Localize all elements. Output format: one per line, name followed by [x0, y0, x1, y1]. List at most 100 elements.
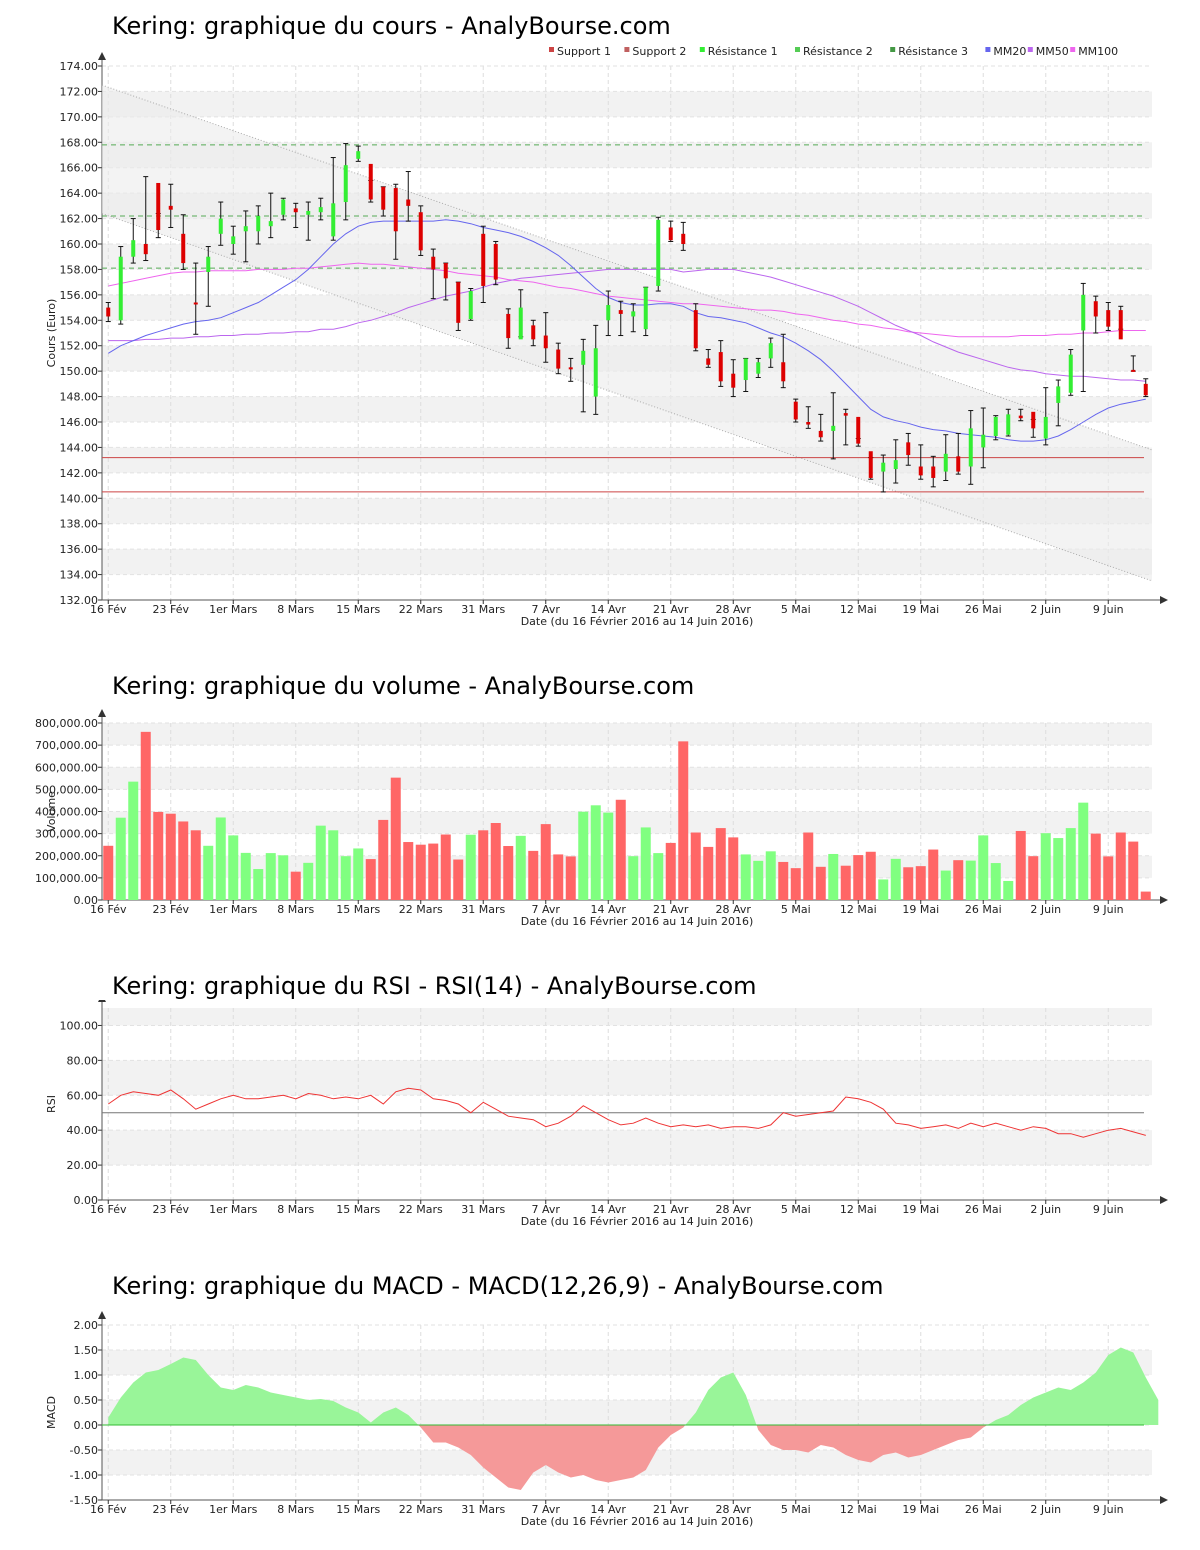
x-tick-label: 19 Mai: [902, 903, 939, 916]
y-tick-label: 1.00: [74, 1369, 99, 1382]
candle-body: [681, 233, 686, 244]
candle-body: [181, 233, 186, 264]
candle-body: [981, 434, 986, 448]
candle-body: [781, 362, 786, 382]
candle-body: [1131, 369, 1136, 372]
candle: [630, 303, 636, 333]
y-axis-arrow: [98, 709, 106, 717]
volume-bar: [153, 811, 164, 900]
candle: [693, 303, 699, 352]
candle: [480, 225, 486, 303]
legend-item: MM20: [985, 45, 1026, 58]
x-tick-label: 23 Fév: [153, 1503, 190, 1516]
candle: [905, 432, 911, 466]
volume-bar: [915, 866, 926, 900]
x-tick-label: 31 Mars: [461, 903, 505, 916]
x-axis-arrow: [1160, 1496, 1168, 1504]
legend-label: Support 1: [557, 45, 611, 58]
candle: [305, 201, 311, 241]
volume-bar: [1053, 838, 1064, 900]
candle: [1118, 305, 1124, 340]
candle-body: [368, 163, 373, 200]
volume-bar: [853, 855, 864, 900]
candle: [718, 340, 724, 387]
x-tick-label: 22 Mars: [399, 1503, 443, 1516]
candle: [343, 143, 349, 221]
volume-bar: [1078, 802, 1089, 900]
y-tick-label: 700,000.00: [35, 739, 98, 752]
volume-chart-title: Kering: graphique du volume - AnalyBours…: [112, 672, 695, 700]
volume-bar: [640, 827, 651, 900]
x-tick-label: 5 Mai: [781, 603, 811, 616]
candle: [1080, 282, 1086, 392]
candle: [468, 288, 474, 321]
candle-body: [206, 256, 211, 272]
candle: [605, 290, 611, 337]
candle-body: [131, 240, 136, 257]
candle-body: [343, 165, 348, 203]
mm20-line: [108, 219, 1146, 442]
candle: [230, 225, 236, 255]
volume-bar: [1140, 891, 1151, 900]
candle: [568, 357, 574, 382]
grid-band: [102, 855, 1152, 878]
candle: [1043, 387, 1049, 446]
volume-bar: [290, 871, 301, 900]
volume-bar: [740, 854, 751, 900]
y-tick-label: 146.00: [60, 416, 99, 429]
legend-swatch: [1027, 47, 1033, 52]
candle: [1130, 355, 1136, 372]
macd-positive-area: [987, 1347, 1159, 1425]
x-tick-label: 23 Fév: [153, 1203, 190, 1216]
candle: [705, 349, 711, 368]
price-chart: 132.00 134.00 136.00 138.00 140.00 142.00 144.…: [45, 45, 1168, 628]
candle-body: [393, 188, 398, 232]
volume-bar: [690, 832, 701, 900]
candle-body: [768, 343, 773, 359]
grid-band: [102, 549, 1152, 575]
candle-body: [1056, 386, 1061, 403]
x-tick-label: 14 Avr: [591, 603, 627, 616]
legend-label: MM20: [993, 45, 1026, 58]
x-tick-label: 12 Mai: [840, 1503, 877, 1516]
grid-band: [102, 1350, 1152, 1375]
grid-band: [102, 767, 1152, 790]
legend-swatch: [985, 47, 991, 52]
candle-body: [943, 453, 948, 472]
volume-bar: [315, 825, 326, 900]
candle-body: [268, 221, 273, 227]
candle: [405, 171, 411, 222]
y-tick-label: 150.00: [60, 365, 99, 378]
legend-label: Résistance 2: [803, 45, 873, 58]
volume-bar: [678, 741, 689, 900]
candle: [255, 205, 261, 245]
volume-bar: [178, 821, 189, 900]
volume-bar: [1065, 828, 1076, 900]
x-tick-label: 21 Avr: [653, 1503, 689, 1516]
candle-body: [1018, 415, 1023, 419]
x-tick-label: 14 Avr: [591, 1203, 627, 1216]
candle: [368, 163, 374, 203]
legend-item: MM100: [1070, 45, 1118, 58]
candle-body: [581, 350, 586, 365]
candle-body: [806, 422, 811, 425]
y-axis-label: Cours (Euro): [45, 299, 58, 368]
x-tick-label: 15 Mars: [336, 1503, 380, 1516]
candle: [205, 246, 211, 307]
legend-label: MM50: [1036, 45, 1069, 58]
volume-bar: [328, 830, 339, 900]
rsi-chart-title: Kering: graphique du RSI - RSI(14) - Ana…: [112, 972, 757, 1000]
macd-positive-area: [108, 1357, 419, 1425]
volume-bar: [365, 859, 376, 900]
y-tick-label: 40.00: [67, 1124, 99, 1137]
grid-band: [102, 1130, 1152, 1166]
candle-body: [218, 218, 223, 234]
candle-body: [1031, 411, 1036, 429]
candle-body: [1068, 354, 1073, 393]
legend-swatch: [795, 47, 800, 52]
candle: [143, 176, 149, 262]
volume-bar: [790, 868, 801, 900]
volume-bar: [990, 863, 1001, 900]
candle: [730, 359, 736, 398]
plot-area: 0.00 20.00 40.00 60.00 80.00 100.00 16 Fév 23 F…: [45, 1000, 1168, 1228]
